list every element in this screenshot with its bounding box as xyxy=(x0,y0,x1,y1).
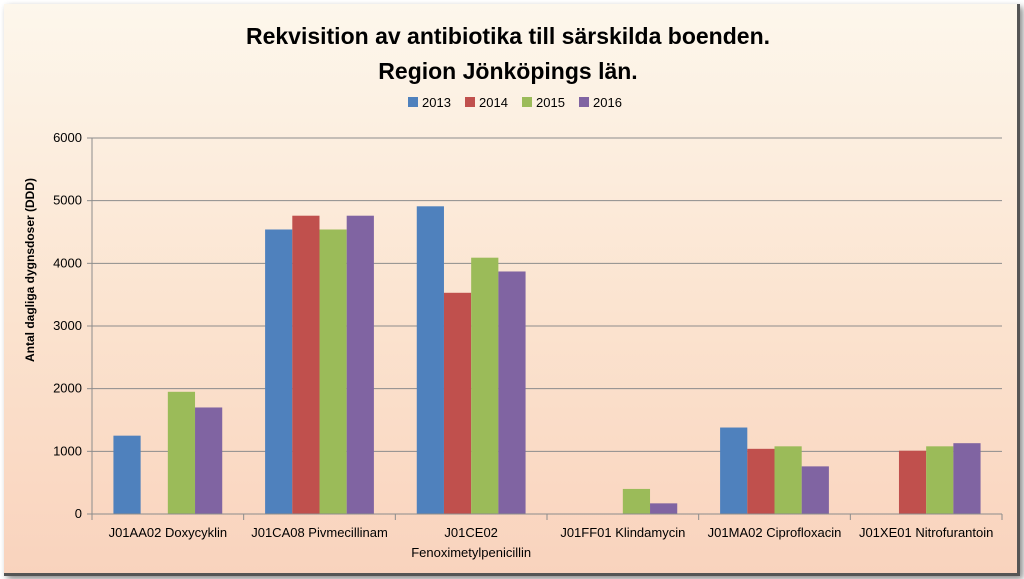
legend-label-2014: 2014 xyxy=(479,95,508,110)
bar-2014-cat-4 xyxy=(747,448,775,514)
bar-2016-cat-2 xyxy=(498,271,526,514)
x-category-label: Fenoximetylpenicillin xyxy=(411,545,531,560)
x-category-label: J01XE01 Nitrofurantoin xyxy=(859,525,993,540)
y-tick-label: 4000 xyxy=(53,255,82,270)
bar-2013-cat-2 xyxy=(416,206,444,514)
bar-2014-cat-5 xyxy=(898,450,927,514)
legend-label-2016: 2016 xyxy=(593,95,622,110)
bar-2013-cat-0 xyxy=(113,435,141,514)
legend: 2013 2014 2015 2016 xyxy=(408,95,622,110)
x-category-label: J01CE02 xyxy=(444,525,497,540)
bar-2015-cat-1 xyxy=(319,229,347,514)
y-tick-labels: 0 1000 2000 3000 4000 5000 6000 xyxy=(53,130,82,521)
legend-swatch-2013 xyxy=(408,97,418,107)
legend-label-2013: 2013 xyxy=(422,95,451,110)
bar-2014-cat-1 xyxy=(292,215,320,514)
x-category-label: J01CA08 Pivmecillinam xyxy=(251,525,388,540)
bar-2014-cat-2 xyxy=(443,292,472,514)
x-category-label: J01AA02 Doxycyklin xyxy=(109,525,228,540)
gridlines xyxy=(92,137,1002,452)
legend-swatch-2014 xyxy=(465,97,475,107)
bar-2015-cat-5 xyxy=(926,446,954,514)
bar-2013-cat-4 xyxy=(720,427,748,514)
legend-swatch-2015 xyxy=(522,97,532,107)
x-category-label: J01FF01 Klindamycin xyxy=(560,525,685,540)
y-tick-label: 3000 xyxy=(53,318,82,333)
y-tick-label: 5000 xyxy=(53,193,82,208)
legend-swatch-2016 xyxy=(579,97,589,107)
y-tick-label: 0 xyxy=(75,506,82,521)
chart-frame: Rekvisition av antibiotika till särskild… xyxy=(4,4,1020,576)
x-category-label: J01MA02 Ciprofloxacin xyxy=(708,525,842,540)
chart-title-line-2: Region Jönköpings län. xyxy=(378,58,637,84)
y-tick-label: 1000 xyxy=(53,443,82,458)
y-tick-label: 6000 xyxy=(53,130,82,145)
chart-title: Rekvisition av antibiotika till särskild… xyxy=(246,23,770,84)
bar-2013-cat-1 xyxy=(265,229,293,514)
axes xyxy=(87,137,1003,520)
bar-2015-cat-0 xyxy=(167,391,196,514)
category-labels: J01AA02 Doxycyklin J01CA08 Pivmecillinam J… xyxy=(109,525,994,560)
bar-2016-cat-3 xyxy=(650,503,678,514)
bar-2016-cat-1 xyxy=(346,215,374,514)
bar-2016-cat-4 xyxy=(801,466,829,514)
bar-2015-cat-4 xyxy=(774,446,802,514)
chart-svg: Rekvisition av antibiotika till särskild… xyxy=(23,23,1003,560)
y-tick-label: 2000 xyxy=(53,381,82,396)
bar-2016-cat-5 xyxy=(953,443,981,514)
bar-2015-cat-2 xyxy=(471,257,499,514)
legend-label-2015: 2015 xyxy=(536,95,565,110)
bar-2015-cat-3 xyxy=(622,488,651,514)
bar-2016-cat-0 xyxy=(195,407,223,514)
y-axis-label: Antal dagliga dygnsdoser (DDD) xyxy=(23,178,37,362)
chart-title-line-1: Rekvisition av antibiotika till särskild… xyxy=(246,23,770,49)
bars xyxy=(113,206,981,514)
